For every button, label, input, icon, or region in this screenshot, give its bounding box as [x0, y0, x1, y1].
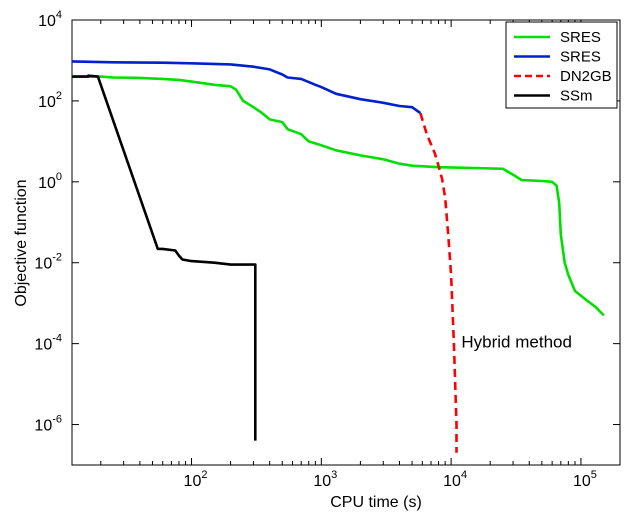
y-axis-ticks: 10-6 10-4 10-2 100 102 104: [34, 9, 620, 435]
legend-label: SRES: [560, 29, 601, 46]
series-line-sres-1: [71, 60, 422, 115]
x-axis-label: CPU time (s): [330, 494, 422, 511]
legend-label: SRES: [560, 49, 601, 66]
legend-label: DN2GB: [560, 68, 612, 85]
y-axis-label: Objective function: [13, 179, 30, 306]
y-tick-label: 104: [38, 9, 62, 30]
x-tick-label: 104: [443, 469, 467, 490]
y-tick-label: 10-6: [34, 414, 62, 435]
y-tick-label: 100: [38, 171, 62, 192]
series-line-sres-0: [72, 75, 605, 317]
y-tick-label: 102: [38, 90, 62, 111]
annotation-hybrid-method: Hybrid method: [461, 333, 572, 352]
y-tick-label: 10-2: [34, 252, 62, 273]
legend-label: SSm: [560, 88, 593, 105]
series-layer: [71, 60, 605, 453]
y-tick-label: 10-4: [34, 333, 62, 354]
legend: SRES SRES DN2GB SSm: [505, 21, 618, 109]
x-axis-ticks: 102 103 104 105: [100, 20, 621, 490]
x-tick-label: 103: [313, 469, 337, 490]
x-tick-label: 102: [184, 469, 208, 490]
x-tick-label: 105: [573, 469, 597, 490]
series-line-ssm-3: [72, 74, 257, 441]
series-line-dn2gb-2: [419, 112, 458, 453]
